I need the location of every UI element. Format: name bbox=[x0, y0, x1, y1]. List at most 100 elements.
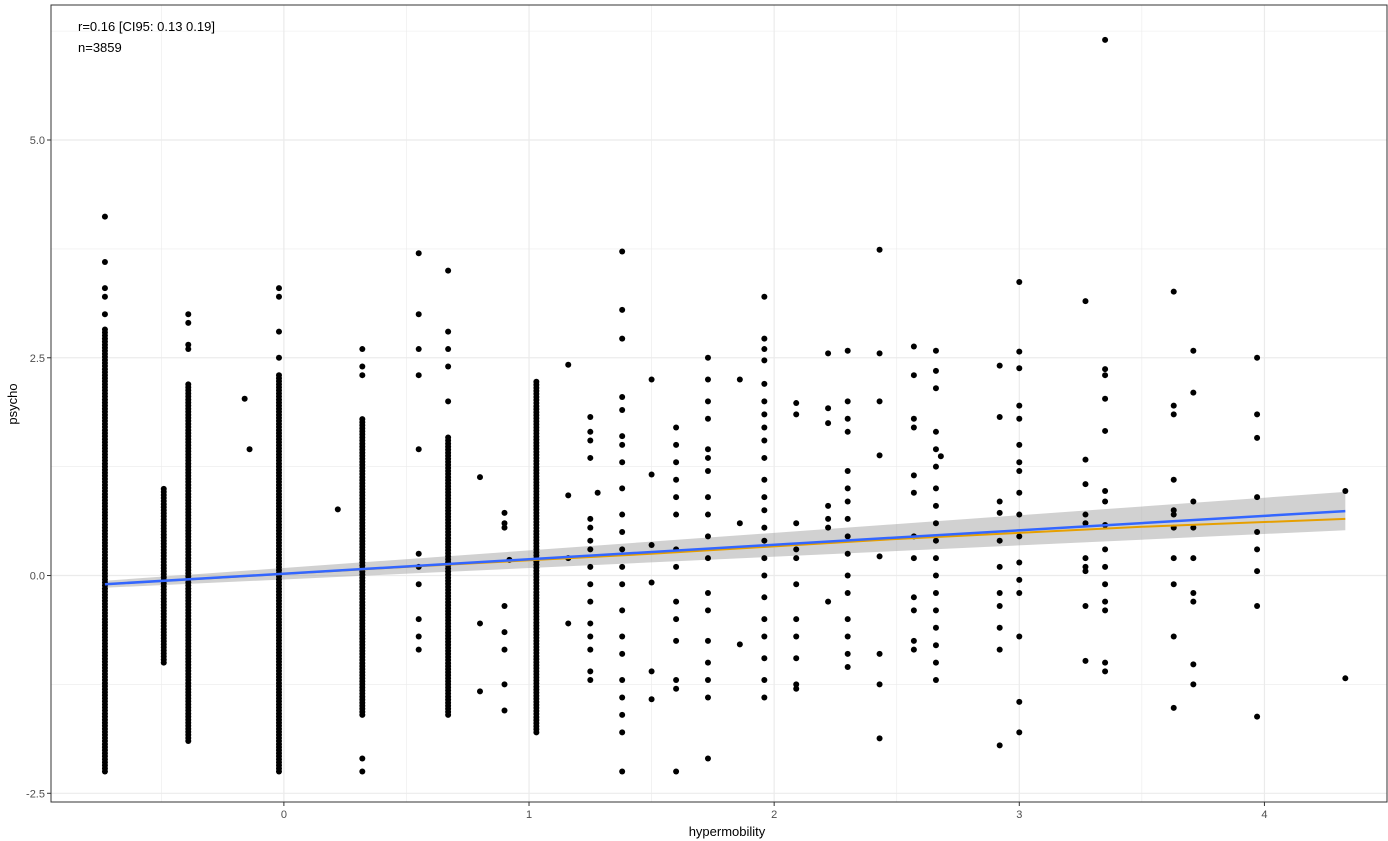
data-point bbox=[587, 454, 594, 461]
data-point bbox=[587, 668, 594, 675]
data-point bbox=[844, 616, 851, 623]
data-point bbox=[736, 641, 743, 648]
data-point bbox=[673, 511, 680, 518]
data-point bbox=[673, 616, 680, 623]
data-point bbox=[619, 694, 626, 701]
data-point bbox=[673, 424, 680, 431]
data-point bbox=[736, 520, 743, 527]
data-point bbox=[876, 452, 883, 459]
data-point bbox=[359, 363, 366, 370]
data-point bbox=[932, 572, 939, 579]
data-point bbox=[501, 509, 508, 516]
data-point bbox=[619, 511, 626, 518]
data-point bbox=[1254, 528, 1261, 535]
data-point bbox=[673, 494, 680, 501]
data-point bbox=[185, 341, 192, 348]
data-point bbox=[1016, 402, 1023, 409]
data-point bbox=[415, 616, 422, 623]
data-point bbox=[932, 463, 939, 470]
data-point bbox=[275, 293, 282, 300]
data-point bbox=[1170, 411, 1177, 418]
data-point bbox=[1102, 563, 1109, 570]
data-point bbox=[761, 437, 768, 444]
data-point bbox=[844, 633, 851, 640]
data-point bbox=[825, 524, 832, 531]
linear-fit-line bbox=[104, 509, 1346, 586]
data-point bbox=[937, 453, 944, 460]
data-point bbox=[445, 363, 452, 370]
data-point bbox=[1190, 389, 1197, 396]
data-point bbox=[704, 446, 711, 453]
data-point bbox=[1082, 520, 1089, 527]
data-point bbox=[185, 346, 192, 353]
data-point bbox=[415, 446, 422, 453]
data-point bbox=[1190, 589, 1197, 596]
data-point bbox=[1170, 511, 1177, 518]
data-point bbox=[1082, 657, 1089, 664]
data-point bbox=[476, 688, 483, 695]
data-point bbox=[673, 677, 680, 684]
data-point bbox=[761, 655, 768, 662]
data-point bbox=[844, 650, 851, 657]
data-point bbox=[1170, 633, 1177, 640]
data-point bbox=[704, 555, 711, 562]
data-point bbox=[587, 598, 594, 605]
x-tick-label: 4 bbox=[1261, 809, 1267, 821]
data-point bbox=[619, 248, 626, 255]
data-point bbox=[1082, 298, 1089, 305]
data-point bbox=[1342, 675, 1349, 682]
data-point bbox=[185, 381, 192, 388]
data-point bbox=[359, 755, 366, 762]
lm-confidence-ribbon bbox=[104, 491, 1346, 588]
data-point bbox=[587, 537, 594, 544]
data-point bbox=[587, 515, 594, 522]
data-point bbox=[185, 311, 192, 318]
data-point bbox=[587, 524, 594, 531]
y-axis-ticks: -2.5 0.0 2.5 5.0 bbox=[26, 135, 51, 800]
data-point bbox=[1254, 411, 1261, 418]
data-point bbox=[101, 258, 108, 265]
data-point bbox=[415, 633, 422, 640]
data-point bbox=[996, 414, 1003, 420]
data-point bbox=[587, 633, 594, 640]
data-point bbox=[910, 472, 917, 479]
data-point bbox=[619, 306, 626, 313]
data-point bbox=[932, 659, 939, 666]
data-point bbox=[648, 542, 655, 549]
data-point bbox=[793, 555, 800, 562]
data-point bbox=[101, 213, 108, 220]
data-point bbox=[932, 502, 939, 509]
data-point bbox=[996, 509, 1003, 516]
data-point bbox=[761, 411, 768, 418]
data-point bbox=[1082, 511, 1089, 518]
data-point bbox=[619, 335, 626, 342]
data-point bbox=[673, 637, 680, 644]
y-tick-label: 2.5 bbox=[30, 353, 45, 365]
sample-size-annotation: n=3859 bbox=[78, 40, 122, 55]
data-point bbox=[1170, 288, 1177, 295]
data-point bbox=[619, 393, 626, 400]
data-point bbox=[160, 485, 167, 492]
data-point bbox=[241, 395, 248, 402]
data-point bbox=[932, 677, 939, 684]
data-point bbox=[1082, 456, 1089, 463]
data-point bbox=[501, 603, 508, 610]
data-point bbox=[1082, 481, 1089, 488]
data-point bbox=[844, 428, 851, 435]
fit-lines bbox=[104, 509, 1346, 586]
data-point bbox=[275, 328, 282, 335]
data-point bbox=[910, 607, 917, 614]
data-points bbox=[101, 36, 1349, 775]
data-point bbox=[587, 428, 594, 435]
data-point bbox=[1016, 365, 1023, 372]
data-point bbox=[619, 441, 626, 448]
data-point bbox=[673, 476, 680, 483]
data-point bbox=[1102, 36, 1109, 43]
data-point bbox=[996, 498, 1003, 505]
data-point bbox=[1190, 681, 1197, 688]
data-point bbox=[910, 646, 917, 653]
data-point bbox=[1190, 347, 1197, 354]
data-point bbox=[761, 537, 768, 544]
data-point bbox=[619, 528, 626, 535]
